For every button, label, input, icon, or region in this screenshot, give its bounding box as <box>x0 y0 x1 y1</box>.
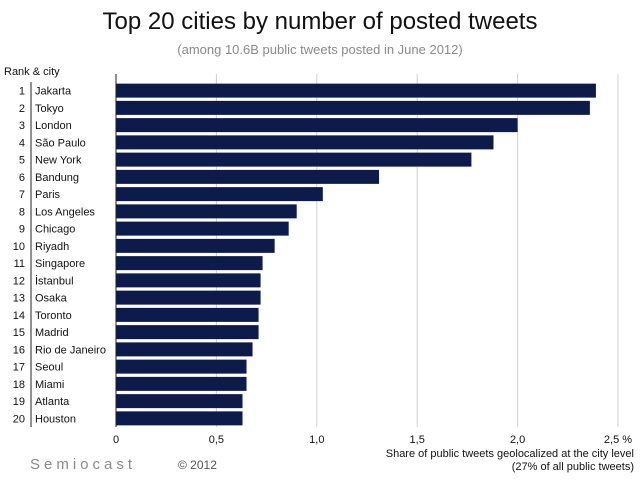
city-label: Madrid <box>35 327 69 339</box>
bar <box>116 152 472 167</box>
city-label: İstanbul <box>35 274 74 287</box>
x-axis-title: Share of public tweets geolocalized at t… <box>385 448 634 460</box>
rank-label: 6 <box>19 172 25 184</box>
bar <box>116 83 596 98</box>
bar <box>116 394 243 409</box>
rank-label: 11 <box>14 258 25 270</box>
bar <box>116 307 259 322</box>
bar <box>116 204 297 219</box>
city-label: São Paulo <box>35 137 86 149</box>
city-label: Paris <box>35 189 61 201</box>
bar <box>116 325 259 340</box>
city-label: Bandung <box>35 172 79 184</box>
rank-label: 1 <box>19 86 25 98</box>
bar <box>116 118 518 133</box>
x-tick-label: 0,5 <box>209 434 224 446</box>
bar <box>116 256 263 271</box>
rank-label: 7 <box>19 189 25 201</box>
y-axis-label: Rank & city <box>4 66 60 78</box>
rank-label: 19 <box>13 396 25 408</box>
city-label: Atlanta <box>35 396 70 408</box>
bar <box>116 169 380 184</box>
bar <box>116 342 253 357</box>
x-tick-label: 1,5 <box>410 434 425 446</box>
bar <box>116 273 261 288</box>
x-tick-label: 0 <box>113 434 119 446</box>
city-label: London <box>35 120 72 132</box>
rank-label: 5 <box>19 155 25 167</box>
bar <box>116 221 289 236</box>
city-label: Osaka <box>35 293 68 305</box>
bar <box>116 411 243 426</box>
chart-subtitle: (among 10.6B public tweets posted in Jun… <box>177 42 463 57</box>
bar <box>116 187 323 202</box>
city-label: Singapore <box>35 258 85 270</box>
x-tick-label: 1,0 <box>309 434 324 446</box>
rank-label: 17 <box>13 362 25 374</box>
city-label: Riyadh <box>35 241 69 253</box>
x-tick-label: 2,0 <box>510 434 525 446</box>
city-label: Jakarta <box>35 86 72 98</box>
rank-label: 3 <box>19 120 25 132</box>
city-label: Tokyo <box>35 103 64 115</box>
x-axis-note: (27% of all public tweets) <box>511 461 634 473</box>
chart-title: Top 20 cities by number of posted tweets <box>102 8 538 35</box>
rank-label: 8 <box>19 206 25 218</box>
bar <box>116 238 275 253</box>
city-label: New York <box>35 155 82 167</box>
city-label: Houston <box>35 413 76 425</box>
bar <box>116 359 247 374</box>
copyright-text: © 2012 <box>178 458 217 472</box>
city-label: Rio de Janeiro <box>35 344 106 356</box>
bar <box>116 135 494 150</box>
rank-label: 9 <box>19 224 25 236</box>
rank-label: 2 <box>19 103 25 115</box>
x-axis-label: Share of public tweets geolocalized at t… <box>334 448 634 474</box>
rank-label: 15 <box>13 327 25 339</box>
bar <box>116 376 247 391</box>
x-tick-label: 2,5 % <box>604 434 632 446</box>
rank-label: 18 <box>13 379 25 391</box>
rank-label: 14 <box>13 310 25 322</box>
city-label: Miami <box>35 379 64 391</box>
brand-logo: Semiocast <box>30 456 137 473</box>
rank-label: 20 <box>13 413 25 425</box>
rank-label: 4 <box>19 137 25 149</box>
rank-label: 12 <box>13 275 25 287</box>
bar <box>116 100 590 115</box>
city-label: Los Angeles <box>35 206 95 218</box>
city-label: Toronto <box>35 310 72 322</box>
rank-label: 16 <box>13 344 25 356</box>
rank-label: 10 <box>13 241 25 253</box>
rank-label: 13 <box>13 293 25 305</box>
bar <box>116 290 261 305</box>
city-label: Chicago <box>35 224 75 236</box>
city-label: Seoul <box>35 362 63 374</box>
